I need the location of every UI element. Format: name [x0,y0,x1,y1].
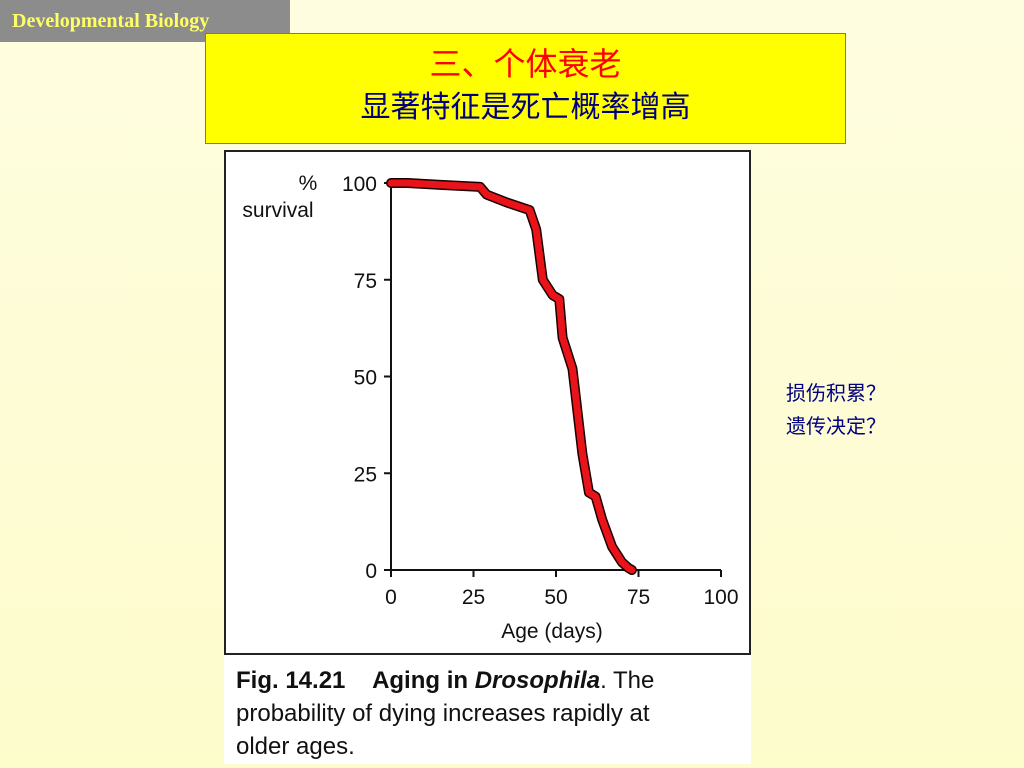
figure: 0 25 50 75 100 0 25 50 75 100 % survival Age (day… [224,150,751,764]
side-note-2: 遗传决定？ [786,414,886,438]
caption-species: Drosophila [474,667,601,694]
y-tick-label: 50 [354,367,377,390]
caption-line-2: probability of dying increases rapidly a… [236,700,650,727]
caption-line-3: older ages. [236,733,355,760]
fig-number: Fig. 14.21 [236,667,346,694]
figure-caption: Fig. 14.21 Aging in Drosophila. The prob… [236,664,746,763]
x-tick-label: 25 [462,586,485,609]
y-tick-label: 100 [342,173,377,196]
side-notes: 损伤积累？ 遗传决定？ [786,377,886,443]
x-tick-label: 100 [703,586,738,609]
y-axis-label-text: survival [242,199,313,222]
x-tick-label: 0 [385,586,397,609]
y-axis-label-symbol: % [299,172,318,195]
title-box: 三、个体衰老 显著特征是死亡概率增高 [205,33,846,144]
y-tick-label: 25 [354,463,377,486]
y-tick-label: 0 [365,560,377,583]
caption-rest-1: . The [600,667,655,694]
y-tick-label: 75 [354,270,377,293]
x-axis-label: Age (days) [501,620,603,643]
survival-chart: 0 25 50 75 100 0 25 50 75 100 % survival Age (day… [242,172,739,643]
caption-bold: Aging in [372,667,475,694]
slide-title: 三、个体衰老 [429,45,622,83]
plot-frame: 0 25 50 75 100 0 25 50 75 100 % survival Age (day… [224,150,751,655]
course-tag: Developmental Biology [0,0,290,42]
ticks: 0 25 50 75 100 0 25 50 75 100 [342,173,739,609]
x-tick-label: 75 [627,586,650,609]
axes [390,183,721,571]
survival-curve-fill [387,179,636,574]
slide-subtitle: 显著特征是死亡概率增高 [360,90,691,125]
x-tick-label: 50 [544,586,567,609]
survival-curve [386,178,637,575]
side-note-1: 损伤积累？ [786,381,886,405]
